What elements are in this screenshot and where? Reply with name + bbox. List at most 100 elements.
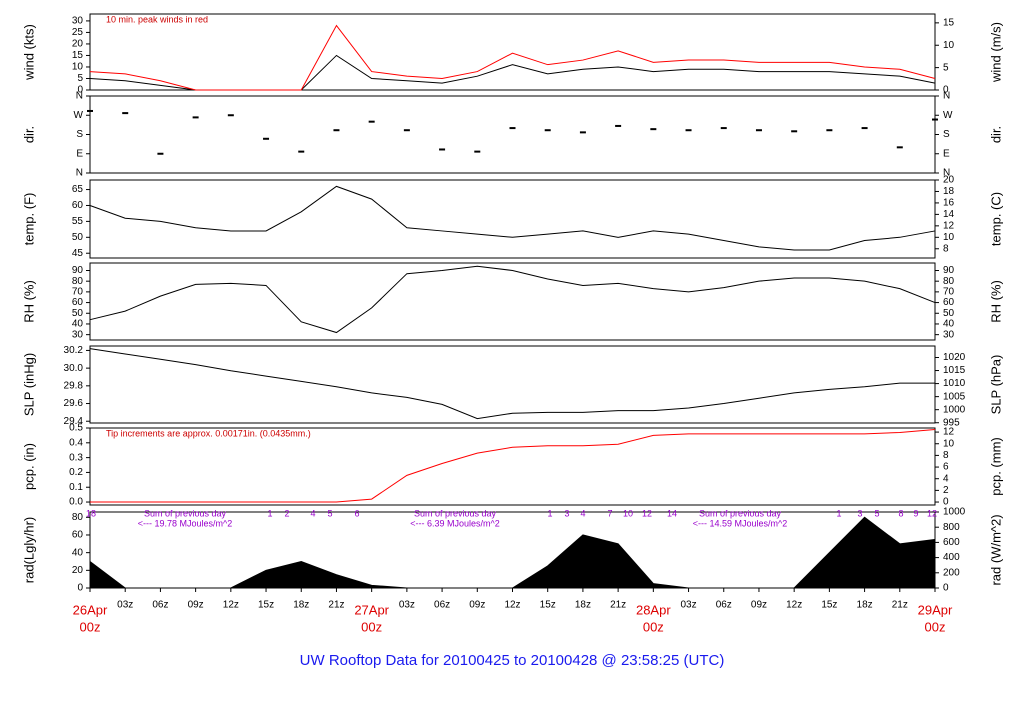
x-tick-label: 21z: [610, 600, 626, 611]
point: [650, 128, 657, 131]
y-tick-label: E: [76, 148, 83, 159]
point: [896, 146, 903, 149]
y-tick-label: 50: [72, 232, 84, 243]
series-area: [89, 516, 936, 589]
x-tick-label: 00z: [925, 619, 946, 634]
y-tick-label: 0: [77, 85, 83, 96]
y-tick-label: 29.6: [64, 398, 84, 409]
hour-mark: 1: [547, 508, 552, 518]
y-tick-label: 50: [72, 308, 84, 319]
x-tick-label: 00z: [80, 619, 101, 634]
y2-tick-label: 400: [943, 552, 960, 563]
y-tick-label: W: [74, 110, 84, 121]
y2-tick-label: 1000: [943, 404, 966, 415]
y2-tick-label: 50: [943, 308, 955, 319]
point: [826, 129, 833, 132]
panel-frame: [89, 345, 936, 424]
series-line: [90, 428, 936, 503]
x-tick-label: 00z: [643, 619, 664, 634]
point: [861, 127, 868, 130]
date-label: 27Apr: [354, 602, 389, 617]
x-tick-label: 06z: [716, 600, 732, 611]
y-tick-label: 40: [72, 547, 84, 558]
day-sum-value: <--- 6.39 MJoules/m^2: [410, 518, 500, 528]
panel-frame: [89, 13, 936, 91]
point: [368, 120, 375, 123]
y2-tick-label: 2: [943, 485, 949, 496]
y-tick-label: 40: [72, 319, 84, 330]
y2-axis-label: pcp. (mm): [988, 437, 1003, 496]
y-tick-label: 55: [72, 216, 84, 227]
date-label: 26Apr: [73, 602, 108, 617]
y-tick-label: 80: [72, 512, 84, 523]
y2-tick-label: 4: [943, 473, 949, 484]
x-tick-label: 21z: [328, 600, 344, 611]
hour-mark: 9: [913, 508, 918, 518]
y-tick-label: S: [76, 129, 83, 140]
y2-tick-label: 12: [943, 427, 955, 438]
y2-tick-label: 18: [943, 186, 955, 197]
hour-mark: 5: [874, 508, 879, 518]
y-tick-label: 30.0: [64, 363, 84, 374]
point: [333, 129, 340, 132]
y2-tick-label: S: [943, 129, 950, 140]
x-tick-label: 09z: [469, 600, 485, 611]
y-tick-label: N: [76, 91, 83, 102]
y-tick-label: 20: [72, 565, 84, 576]
y2-tick-label: 10: [943, 232, 955, 243]
day-sum-label: Sum of previous day: [699, 508, 782, 518]
y2-tick-label: 70: [943, 287, 955, 298]
x-tick-label: 06z: [434, 600, 450, 611]
panel-frame: [89, 95, 936, 174]
day-sum-value: <--- 14.59 MJoules/m^2: [693, 518, 788, 528]
y2-axis-label: wind (m/s): [988, 22, 1003, 83]
x-tick-label: 03z: [680, 600, 696, 611]
y-axis-label: RH (%): [21, 280, 36, 323]
y2-tick-label: 1015: [943, 365, 966, 376]
x-tick-label: 21z: [892, 600, 908, 611]
y-axis-label: dir.: [21, 126, 36, 143]
point: [932, 118, 938, 121]
panel-frame: [89, 179, 936, 259]
y2-tick-label: E: [943, 148, 950, 159]
point: [122, 112, 129, 115]
y-tick-label: 25: [72, 27, 84, 38]
x-tick-label: 00z: [361, 619, 382, 634]
y2-tick-label: 30: [943, 329, 955, 340]
y2-tick-label: 800: [943, 522, 960, 533]
x-tick-label: 12z: [223, 600, 239, 611]
hour-mark: 3: [857, 508, 862, 518]
y2-tick-label: 16: [943, 198, 955, 209]
y2-tick-label: 40: [943, 319, 955, 330]
x-tick-label: 18z: [293, 600, 309, 611]
hour-mark: 5: [327, 508, 332, 518]
y2-tick-label: 600: [943, 537, 960, 548]
panel-frame: [89, 427, 936, 506]
y2-tick-label: N: [943, 168, 950, 179]
point: [720, 127, 727, 130]
chart-title: UW Rooftop Data for 20100425 to 20100428…: [300, 652, 725, 669]
y2-tick-label: 15: [943, 18, 955, 29]
day-sum-label: Sum of previous day: [414, 508, 497, 518]
y-tick-label: 20: [72, 39, 84, 50]
hour-mark: 18: [86, 508, 96, 518]
hour-mark: 12: [927, 508, 937, 518]
y-tick-label: 30.2: [64, 345, 84, 356]
y2-tick-label: 1020: [943, 352, 966, 363]
y2-tick-label: 8: [943, 243, 949, 254]
y-tick-label: 90: [72, 265, 84, 276]
hour-mark: 1: [267, 508, 272, 518]
y2-tick-label: 200: [943, 567, 960, 578]
y-tick-label: 29.8: [64, 380, 84, 391]
date-label: 29Apr: [918, 602, 953, 617]
x-tick-label: 18z: [575, 600, 591, 611]
y2-axis-label: temp. (C): [988, 192, 1003, 246]
y-tick-label: 0.5: [69, 423, 83, 434]
y-tick-label: N: [76, 168, 83, 179]
y2-tick-label: 995: [943, 417, 960, 428]
day-sum-value: <--- 19.78 MJoules/m^2: [138, 518, 233, 528]
hour-mark: 3: [564, 508, 569, 518]
y-tick-label: 0.4: [69, 437, 83, 448]
y-axis-label: temp. (F): [21, 193, 36, 246]
hour-mark: 1: [836, 508, 841, 518]
